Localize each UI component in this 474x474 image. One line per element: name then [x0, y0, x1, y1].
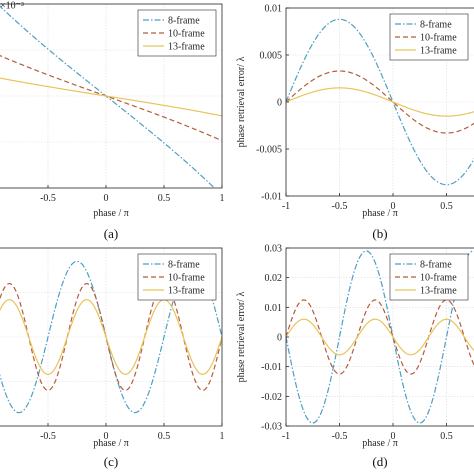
x-axis-label: phase / π	[362, 208, 398, 219]
x-tick-label: -0.5	[332, 431, 348, 442]
series-line-13-frame	[286, 318, 474, 356]
y-tick-label: 0.005	[260, 51, 283, 62]
x-tick-label: 0.5	[440, 201, 453, 212]
x-tick-label: 0.5	[440, 431, 453, 442]
legend-label: 8-frame	[420, 20, 452, 31]
x-tick-label: -0.5	[40, 431, 56, 442]
x-axis-label: phase / π	[93, 208, 129, 219]
legend-label: 10-frame	[420, 33, 457, 44]
legend-label: 10-frame	[420, 273, 457, 284]
x-tick-label: 1	[220, 431, 225, 442]
series-line-13-frame	[286, 87, 474, 117]
x-tick-label: -0.5	[332, 201, 348, 212]
plot-area	[0, 4, 222, 188]
y-axis-label: phase retrieval error/ λ	[236, 292, 247, 383]
legend: 8-frame 10-frame 13-frame	[137, 9, 217, 57]
y-tick-label: 0.03	[265, 244, 283, 255]
legend-label: 10-frame	[168, 273, 205, 284]
x-axis-label: phase / π	[362, 438, 398, 449]
x-tick-label: 1	[220, 193, 225, 204]
x-axis-label: phase / π	[93, 438, 129, 449]
x-tick-label: 0	[391, 201, 396, 212]
panel-d: -1 -0.5 0 0.5 -0.03 -0.02 -0.01 0 0.01 0.02 0.03 ph…	[236, 244, 474, 469]
legend: 8-frame 10-frame 13-frame	[137, 253, 217, 301]
legend-label: 8-frame	[168, 260, 200, 271]
y-tick-label: 0	[277, 333, 282, 344]
y-tick-label: 0.01	[265, 303, 283, 314]
panel-caption: (b)	[372, 226, 387, 241]
y-tick-label: -0.03	[261, 422, 282, 433]
panel-b: -1 -0.5 0 0.5 -0.01 -0.005 0 0.005 0.01 phase / π…	[236, 4, 474, 241]
y-tick-label: 0	[277, 98, 282, 109]
panel-caption: (d)	[372, 454, 387, 469]
legend-box	[389, 13, 469, 61]
series-line-8-frame	[286, 250, 474, 424]
y-axis-label: phase retrieval error/ λ	[236, 57, 247, 148]
y-tick-label: -0.005	[256, 145, 282, 156]
x-tick-label: 0	[391, 431, 396, 442]
panel-c: -0.5 0 0.5 1 phase / π (c) 8-frame 10-frame 13-f…	[0, 247, 225, 469]
axis-scale-note: ×10⁻³	[0, 0, 24, 11]
legend-label: 13-frame	[420, 46, 457, 57]
legend-label: 10-frame	[168, 29, 205, 40]
legend: 8-frame 10-frame 13-frame	[389, 253, 469, 301]
x-tick-label: -1	[282, 431, 290, 442]
legend-label: 13-frame	[168, 286, 205, 297]
y-tick-label: -0.02	[261, 392, 282, 403]
y-tick-label: 0.01	[265, 4, 283, 15]
legend-label: 8-frame	[168, 16, 200, 27]
x-tick-label: 0	[104, 431, 109, 442]
x-tick-label: 0.5	[158, 193, 171, 204]
legend-label: 13-frame	[168, 42, 205, 53]
y-tick-label: 0.02	[265, 273, 283, 284]
series-line-13-frame	[0, 299, 222, 375]
legend: 8-frame 10-frame 13-frame	[389, 13, 469, 61]
x-tick-label: -0.5	[40, 193, 56, 204]
x-tick-label: 0.5	[158, 431, 171, 442]
panel-caption: (c)	[104, 454, 118, 469]
x-tick-label: -1	[282, 201, 290, 212]
y-tick-label: -0.01	[261, 192, 282, 203]
legend-label: 13-frame	[420, 286, 457, 297]
series-line-13-frame	[0, 77, 222, 117]
panel-caption: (a)	[104, 226, 118, 241]
x-tick-label: 0	[104, 193, 109, 204]
legend-label: 8-frame	[420, 260, 452, 271]
legend-box	[137, 9, 217, 57]
y-tick-label: -0.01	[261, 362, 282, 373]
panel-a: -0.5 0 0.5 1 phase / π ×10⁻³ (a) 8-frame 10-fram…	[0, 0, 225, 241]
series-line-10-frame	[286, 70, 474, 134]
